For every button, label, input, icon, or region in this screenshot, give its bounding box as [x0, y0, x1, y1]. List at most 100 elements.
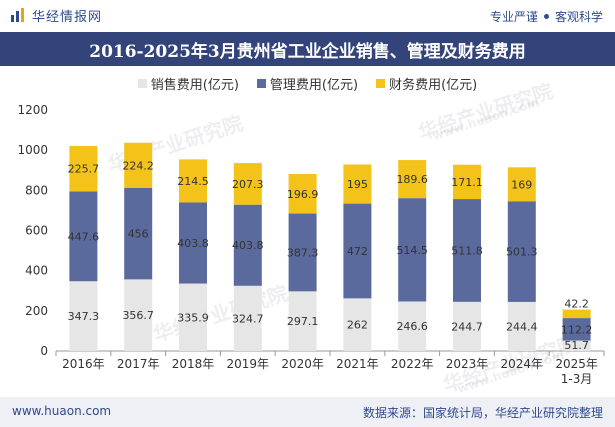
data-label: 514.5	[396, 244, 428, 257]
bar-segment	[453, 199, 481, 302]
bar-segment	[343, 298, 372, 351]
data-label: 297.1	[287, 315, 319, 328]
bar-segment	[562, 340, 591, 351]
data-label: 112.2	[561, 323, 593, 336]
bar-segment	[398, 301, 427, 351]
logo-text: 华经情报网	[32, 9, 103, 25]
bar-segment	[124, 187, 153, 280]
legend-swatch-management	[256, 78, 266, 88]
legend-swatch-finance	[376, 78, 386, 88]
top-bar: 华经情报网 专业严谨 客观科学	[0, 0, 615, 30]
legend-item-sales[interactable]: 销售费用(亿元)	[137, 74, 239, 93]
x-tick-label: 2024年	[501, 357, 544, 371]
chart-title: 2016-2025年3月贵州省工业企业销售、管理及财务费用	[89, 41, 526, 62]
x-tick-label: 2022年	[391, 357, 434, 371]
data-label: 225.7	[68, 163, 100, 176]
legend-label-finance: 财务费用(亿元)	[389, 77, 478, 93]
bar-segment	[124, 142, 153, 188]
x-tick-label: 2020年	[281, 357, 324, 371]
data-label: 51.7	[564, 339, 589, 352]
data-label: 169	[511, 178, 532, 191]
tagline-left: 专业严谨	[489, 10, 538, 24]
bar-segment	[453, 164, 481, 200]
bar-segment	[233, 285, 262, 351]
bar-segment	[343, 203, 372, 299]
legend-item-management[interactable]: 管理费用(亿元)	[256, 74, 359, 93]
data-label: 335.9	[177, 311, 209, 324]
bar-segment	[507, 167, 536, 202]
y-tick-label: 400	[25, 264, 48, 278]
chart-legend: 销售费用(亿元) 管理费用(亿元) 财务费用(亿元)	[0, 72, 615, 94]
legend-label-sales: 销售费用(亿元)	[150, 77, 239, 93]
data-label: 356.7	[122, 309, 154, 322]
bar-segment	[124, 279, 153, 351]
bullet-icon	[543, 14, 549, 19]
bar-segment	[179, 159, 207, 203]
bar-segment	[343, 164, 372, 204]
bar-segment	[179, 283, 207, 351]
logo-icon	[11, 8, 24, 22]
data-label: 207.3	[232, 178, 264, 191]
bar-segment	[233, 163, 262, 205]
bar-segment	[507, 301, 536, 351]
bar-segment	[69, 146, 98, 192]
data-label: 324.7	[232, 312, 264, 325]
tagline-right: 客观科学	[554, 10, 603, 24]
y-tick-label: 800	[25, 183, 48, 197]
data-label: 403.8	[232, 239, 264, 252]
bar-segment	[562, 309, 591, 319]
data-label: 42.2	[564, 298, 589, 311]
tagline: 专业严谨 客观科学	[490, 8, 603, 25]
x-tick-label: 1-3月	[561, 372, 593, 386]
footer: www.huaon.com 数据来源：国家统计局，华经产业研究院整理	[0, 397, 615, 427]
data-label: 171.1	[451, 176, 483, 189]
data-label: 511.8	[451, 244, 483, 257]
data-label: 456	[128, 228, 149, 241]
data-label: 447.6	[68, 230, 100, 243]
footer-source: 数据来源：国家统计局，华经产业研究院整理	[362, 406, 603, 420]
bar-segment	[507, 201, 536, 302]
data-label: 189.6	[396, 173, 428, 186]
data-label: 244.7	[451, 320, 483, 333]
x-tick-label: 2016年	[62, 357, 105, 371]
y-tick-label: 0	[40, 344, 48, 358]
legend-swatch-sales	[137, 78, 147, 88]
x-tick-label: 2025年	[555, 357, 598, 371]
x-tick-label: 2018年	[172, 357, 215, 371]
bar-segment	[288, 174, 317, 214]
bar-segment	[233, 204, 262, 286]
data-label: 214.5	[177, 175, 209, 188]
title-bar: 2016-2025年3月贵州省工业企业销售、管理及财务费用	[0, 32, 615, 66]
y-tick-label: 1200	[17, 103, 48, 117]
y-tick-label: 200	[25, 304, 48, 318]
legend-label-management: 管理费用(亿元)	[269, 77, 359, 93]
logo[interactable]: 华经情报网	[10, 6, 103, 25]
data-label: 403.8	[177, 237, 209, 250]
bar-segment	[69, 281, 98, 351]
stacked-bar-chart: 0 200 400 600 800 1000 1200 2016年 347.3 447.6 225.…	[17, 103, 605, 386]
data-label: 472	[347, 245, 368, 258]
data-label: 195	[347, 178, 368, 191]
bar-segment	[179, 202, 207, 284]
x-tick-label: 2023年	[446, 357, 489, 371]
data-label: 246.6	[396, 320, 428, 333]
bar-segment	[398, 198, 427, 302]
data-label: 262	[347, 319, 368, 332]
bar-segment	[398, 160, 427, 199]
legend-item-finance[interactable]: 财务费用(亿元)	[376, 74, 477, 93]
bar-segment	[288, 213, 317, 292]
data-label: 501.3	[506, 246, 538, 259]
x-tick-label: 2021年	[336, 357, 379, 371]
data-label: 387.3	[287, 246, 319, 259]
x-tick-label: 2019年	[227, 357, 270, 371]
bar-segment	[69, 191, 98, 282]
y-tick-label: 600	[25, 224, 48, 238]
data-label: 196.9	[287, 188, 319, 201]
x-tick-label: 2017年	[117, 357, 160, 371]
footer-website[interactable]: www.huaon.com	[12, 404, 112, 418]
y-tick-label: 1000	[17, 143, 48, 157]
bar-segment	[453, 301, 481, 351]
bar-segment	[562, 318, 591, 341]
data-label: 224.2	[122, 159, 154, 172]
data-label: 244.4	[506, 320, 538, 333]
